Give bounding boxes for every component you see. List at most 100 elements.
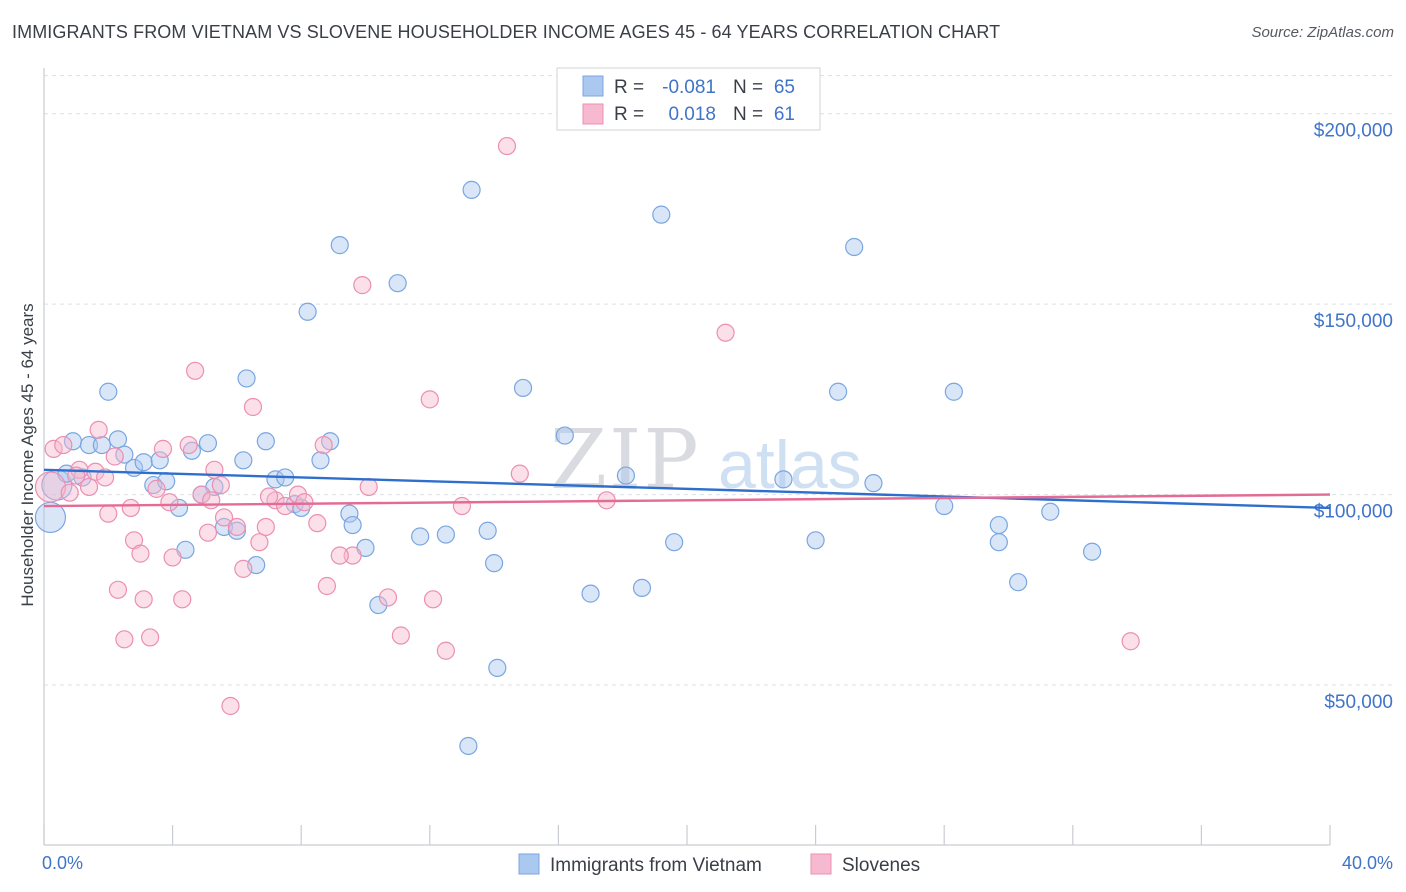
data-point-vietnam <box>845 237 864 257</box>
data-point-slovenes <box>716 323 735 342</box>
legend-r-value-2: 0.018 <box>668 104 716 125</box>
data-point-vietnam <box>108 430 128 449</box>
data-point-slovenes <box>44 439 63 458</box>
data-point-slovenes <box>147 479 166 498</box>
data-point-slovenes <box>160 493 179 512</box>
data-point-slovenes <box>108 580 128 599</box>
data-point-slovenes <box>256 517 275 537</box>
data-point-slovenes <box>89 420 108 439</box>
data-point-slovenes <box>186 361 205 380</box>
trend-line-slovenes <box>43 493 1331 508</box>
data-point-vietnam <box>311 451 330 470</box>
legend-r-value-1: -0.081 <box>662 77 716 98</box>
data-point-vietnam <box>462 180 481 199</box>
series-legend-label-vietnam: Immigrants from Vietnam <box>550 855 762 876</box>
series-legend: Immigrants from Vietnam Slovenes <box>518 853 920 876</box>
data-point-vietnam <box>198 434 218 453</box>
data-point-vietnam <box>298 302 317 321</box>
data-point-vietnam <box>1041 502 1060 521</box>
data-point-slovenes <box>243 397 263 417</box>
data-points <box>34 136 1140 756</box>
data-point-vietnam <box>616 466 636 485</box>
data-point-slovenes <box>391 626 410 645</box>
data-point-slovenes <box>79 477 99 497</box>
data-point-slovenes <box>179 435 198 455</box>
chart-title: IMMIGRANTS FROM VIETNAM VS SLOVENE HOUSE… <box>12 22 1001 42</box>
data-point-vietnam <box>99 382 118 401</box>
data-point-slovenes <box>497 136 517 156</box>
data-point-vietnam <box>652 205 671 224</box>
data-point-slovenes <box>95 468 115 487</box>
data-point-vietnam <box>944 382 963 401</box>
series-legend-swatch-vietnam <box>518 853 540 875</box>
series-legend-swatch-slovenes <box>810 853 832 875</box>
data-point-slovenes <box>343 546 362 565</box>
data-point-slovenes <box>314 435 333 455</box>
data-point-vietnam <box>134 453 153 472</box>
data-point-slovenes <box>54 435 73 455</box>
data-point-vietnam <box>330 236 349 255</box>
legend-r-label-2: R = <box>614 104 644 125</box>
data-point-slovenes <box>202 491 221 510</box>
data-point-vietnam <box>79 435 99 455</box>
data-point-vietnam <box>989 533 1008 552</box>
data-point-slovenes <box>99 504 118 523</box>
y-tick-label: $200,000 <box>1314 121 1393 142</box>
legend-r-label-1: R = <box>614 77 644 98</box>
data-point-slovenes <box>60 483 79 502</box>
x-tick-label-max: 40.0% <box>1342 853 1393 873</box>
data-point-vietnam <box>935 496 954 516</box>
data-point-slovenes <box>317 576 337 596</box>
y-axis-label: Householder Income Ages 45 - 64 years <box>18 303 37 606</box>
data-point-slovenes <box>295 493 314 512</box>
series-legend-label-slovenes: Slovenes <box>842 855 920 876</box>
data-point-slovenes <box>134 590 153 609</box>
data-point-slovenes <box>330 546 349 565</box>
data-point-vietnam <box>411 527 430 546</box>
data-point-slovenes <box>140 628 160 647</box>
data-point-vietnam <box>436 525 455 544</box>
data-point-slovenes <box>105 447 124 466</box>
source-credit: Source: ZipAtlas.com <box>1251 24 1394 41</box>
legend-swatch-blue <box>582 75 604 97</box>
data-point-slovenes <box>121 498 140 518</box>
data-point-vietnam <box>388 274 407 293</box>
legend-n-label-1: N = <box>733 77 763 98</box>
data-point-vietnam <box>256 432 275 451</box>
data-point-vietnam <box>1009 573 1028 592</box>
data-point-vietnam <box>864 474 883 493</box>
data-point-vietnam <box>1082 542 1102 561</box>
data-point-slovenes <box>198 523 218 542</box>
data-point-vietnam <box>227 521 246 540</box>
data-point-slovenes <box>214 508 234 527</box>
y-tick-labels: $50,000 $100,000 $150,000 $200,000 <box>1314 121 1393 713</box>
y-tick-label: $100,000 <box>1314 502 1393 523</box>
data-point-vietnam <box>665 533 684 552</box>
data-point-slovenes <box>353 276 372 295</box>
data-point-slovenes <box>436 641 455 660</box>
data-point-slovenes <box>1121 632 1140 651</box>
data-point-slovenes <box>250 533 269 552</box>
data-point-vietnam <box>555 426 574 445</box>
data-point-vietnam <box>632 578 652 598</box>
data-point-vietnam <box>806 531 825 550</box>
trend-lines <box>43 468 1331 510</box>
data-point-slovenes <box>131 544 150 563</box>
data-point-vietnam <box>92 435 111 455</box>
data-point-vietnam <box>343 515 362 535</box>
data-point-slovenes <box>378 588 398 607</box>
y-tick-label: $50,000 <box>1324 692 1393 713</box>
trend-line-vietnam <box>43 468 1331 510</box>
data-point-slovenes <box>221 696 240 716</box>
data-point-vietnam <box>989 515 1008 535</box>
data-point-vietnam <box>234 451 253 470</box>
data-point-vietnam <box>581 584 600 603</box>
data-point-slovenes <box>115 630 134 649</box>
data-point-vietnam <box>237 369 256 388</box>
data-point-slovenes <box>308 514 327 533</box>
data-point-vietnam <box>485 554 504 573</box>
legend-n-value-1: 65 <box>774 77 795 98</box>
data-point-vietnam <box>340 504 359 523</box>
x-tick-label-min: 0.0% <box>42 853 83 873</box>
